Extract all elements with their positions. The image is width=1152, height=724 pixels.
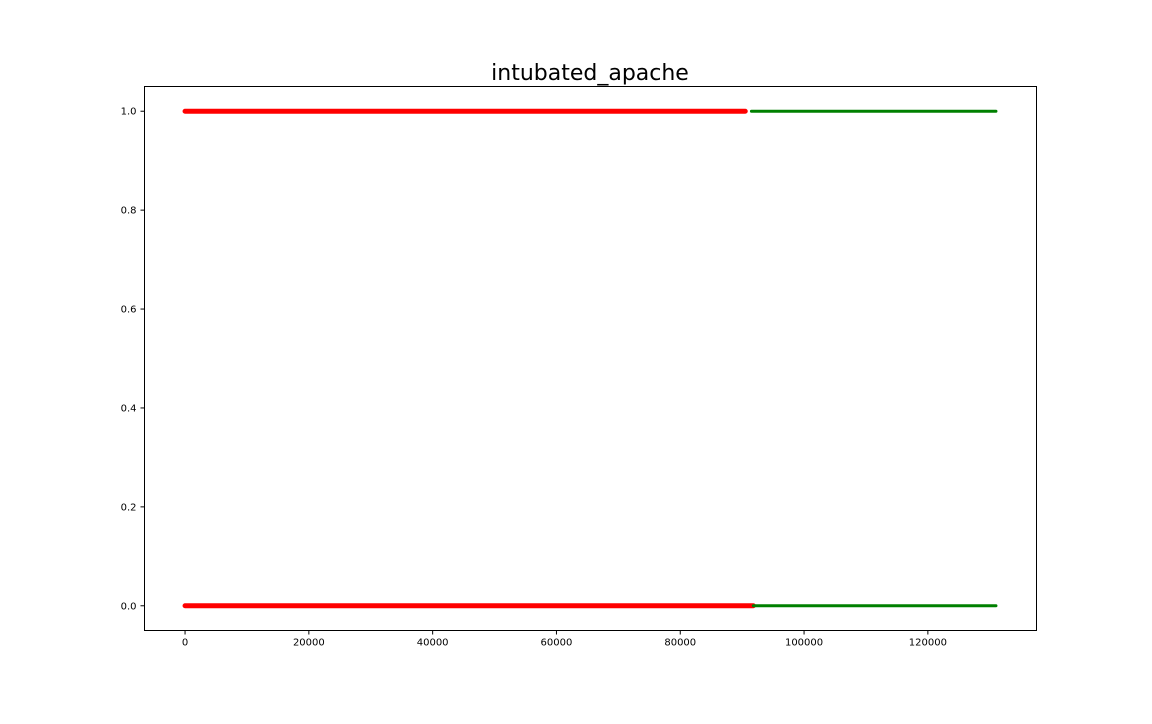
x-tick-label: 120000 (909, 638, 947, 649)
x-tick-label: 40000 (417, 638, 449, 649)
y-tick-label: 0.6 (121, 305, 137, 316)
y-tick-label: 1.0 (121, 107, 137, 118)
y-tick-label: 0.0 (121, 601, 137, 612)
x-tick-label: 20000 (293, 638, 325, 649)
x-axis: 0 20000 40000 60000 80000 100000 120000 (182, 630, 947, 649)
series-layer (182, 108, 998, 609)
y-axis: 0.0 0.2 0.4 0.6 0.8 1.0 (121, 107, 145, 612)
series-1-group (182, 108, 756, 609)
series-2-group (749, 109, 998, 608)
y-tick-label: 0.2 (121, 502, 137, 513)
y-tick-label: 0.8 (121, 206, 137, 217)
chart-title: intubated_apache (491, 61, 689, 86)
x-tick-label: 80000 (664, 638, 696, 649)
plot-frame (144, 86, 1037, 631)
y-tick-label: 0.4 (121, 403, 137, 414)
x-tick-label: 60000 (541, 638, 573, 649)
x-tick-label: 100000 (785, 638, 823, 649)
x-tick-label: 0 (182, 638, 188, 649)
